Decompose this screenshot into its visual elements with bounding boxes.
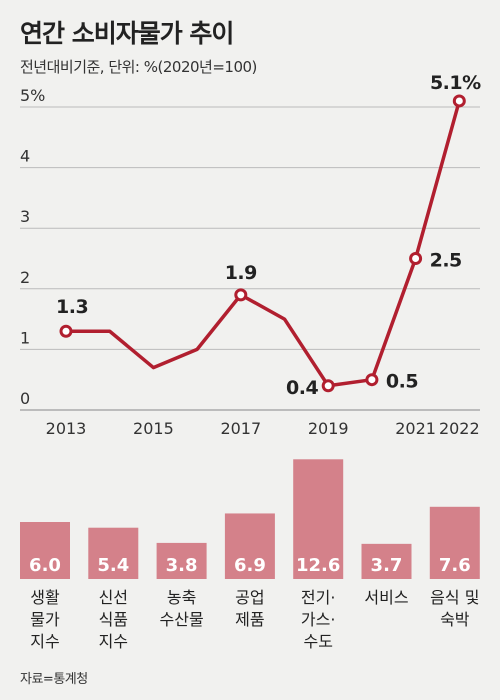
bar: [88, 527, 139, 579]
y-tick-label: 0: [20, 389, 30, 408]
bar-category-label: 신선: [99, 588, 128, 607]
bar-value-label: 7.6: [439, 555, 471, 576]
bar-category-label: 전기·: [301, 588, 336, 607]
data-point-marker: [234, 288, 248, 302]
bar-category-label: 수도: [303, 632, 332, 651]
y-tick-label: 2: [20, 268, 30, 287]
bar: [224, 513, 275, 579]
bar-category-label: 지수: [30, 632, 59, 651]
bar-category-label: 공업: [235, 588, 264, 607]
data-label: 0.4: [286, 377, 318, 399]
x-tick-label: 2017: [220, 419, 261, 438]
data-point-marker: [321, 379, 335, 393]
bar-category-label: 식품: [99, 610, 128, 629]
x-tick-label: 2022: [439, 419, 480, 438]
x-tick-label: 2013: [46, 419, 87, 438]
bar: [293, 459, 344, 579]
bar-value-label: 3.7: [371, 555, 403, 576]
bar-category-label: 지수: [99, 632, 128, 651]
data-point-marker: [409, 252, 423, 265]
y-tick-label: 3: [20, 207, 30, 226]
series-line: [64, 99, 462, 388]
chart-title: 연간 소비자물가 추이: [20, 19, 234, 48]
bar: [156, 542, 207, 579]
bar: [20, 522, 70, 579]
bar-value-label: 6.0: [29, 555, 61, 576]
data-point-marker: [59, 324, 73, 338]
bar-value-label: 3.8: [166, 555, 198, 576]
data-point-marker: [365, 373, 379, 387]
bar: [361, 543, 412, 579]
bar-category-label: 서비스: [364, 588, 408, 607]
bar-category-label: 숙박: [440, 610, 470, 629]
bar-category-label: 생활: [30, 588, 60, 607]
bar: [429, 506, 480, 579]
bar-value-label: 12.6: [296, 555, 340, 576]
x-tick-label: 2019: [308, 419, 349, 438]
y-tick-label: 4: [20, 147, 30, 166]
source-note: 자료=통계청: [20, 672, 88, 687]
chart-subtitle: 전년대비기준, 단위: %(2020년=100): [20, 58, 257, 76]
y-tick-label: 1: [20, 328, 30, 347]
bar-category-label: 음식 및: [430, 588, 479, 607]
data-label: 0.5: [386, 371, 418, 393]
data-label: 2.5: [430, 250, 462, 272]
bar-category-label: 수산물: [160, 610, 204, 629]
data-label: 5.1%: [430, 72, 481, 94]
bar-category-label: 물가: [30, 610, 60, 629]
data-label: 1.3: [56, 296, 88, 318]
bar-category-label: 제품: [235, 610, 264, 629]
data-point-marker: [452, 94, 466, 108]
bar-category-label: 가스·: [301, 610, 336, 629]
bar-value-label: 6.9: [234, 555, 266, 576]
x-tick-label: 2021: [395, 419, 436, 438]
y-tick-label: 5%: [20, 86, 45, 105]
x-tick-label: 2015: [133, 419, 174, 438]
data-label: 1.9: [225, 262, 257, 284]
bar-value-label: 5.4: [97, 555, 129, 576]
bar-category-label: 농축: [167, 588, 196, 607]
